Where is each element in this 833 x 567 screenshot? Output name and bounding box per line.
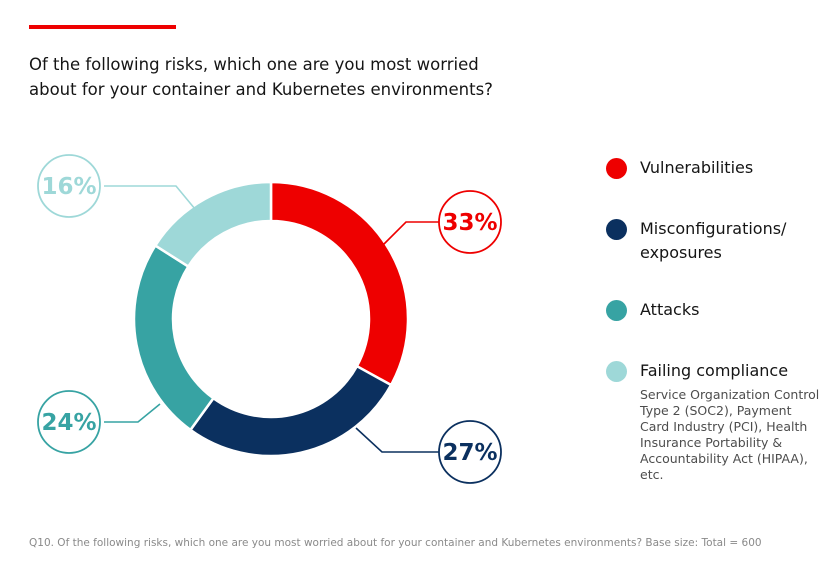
leader-line-1: [355, 427, 440, 453]
leader-line-2: [104, 403, 161, 423]
callout-bubble-0: [438, 190, 502, 254]
data-label-0: 33%: [442, 210, 497, 236]
leader-line-3: [104, 185, 196, 210]
donut-slice-0: [269, 180, 410, 387]
legend-label-misconfigurations: Misconfigurations/ exposures: [640, 219, 787, 262]
accent-bar: [29, 25, 176, 29]
donut-slice-1: [188, 364, 393, 458]
leader-line-0: [382, 221, 440, 246]
donut-slice-2: [132, 243, 216, 432]
chart-title: Of the following risks, which one are yo…: [29, 55, 493, 99]
callout-bubble-2: [37, 390, 101, 454]
data-label-2: 24%: [41, 410, 96, 436]
data-label-3: 16%: [41, 174, 96, 200]
callout-bubble-3: [37, 154, 101, 218]
footnote: Q10. Of the following risks, which one a…: [29, 537, 762, 549]
legend-swatch-misconfigurations: [606, 219, 627, 240]
legend-swatch-attacks: [606, 300, 627, 321]
legend-label-attacks: Attacks: [640, 300, 700, 319]
data-label-1: 27%: [442, 440, 497, 466]
legend-swatch-failing-compliance: [606, 361, 627, 382]
callout-bubble-1: [438, 420, 502, 484]
legend-note-failing-compliance: Service Organization Control Type 2 (SOC…: [640, 387, 820, 482]
legend-swatch-vulnerabilities: [606, 158, 627, 179]
legend-label-vulnerabilities: Vulnerabilities: [640, 158, 754, 177]
donut-slice-3: [153, 180, 273, 269]
legend-label-failing-compliance: Failing compliance: [640, 361, 789, 380]
